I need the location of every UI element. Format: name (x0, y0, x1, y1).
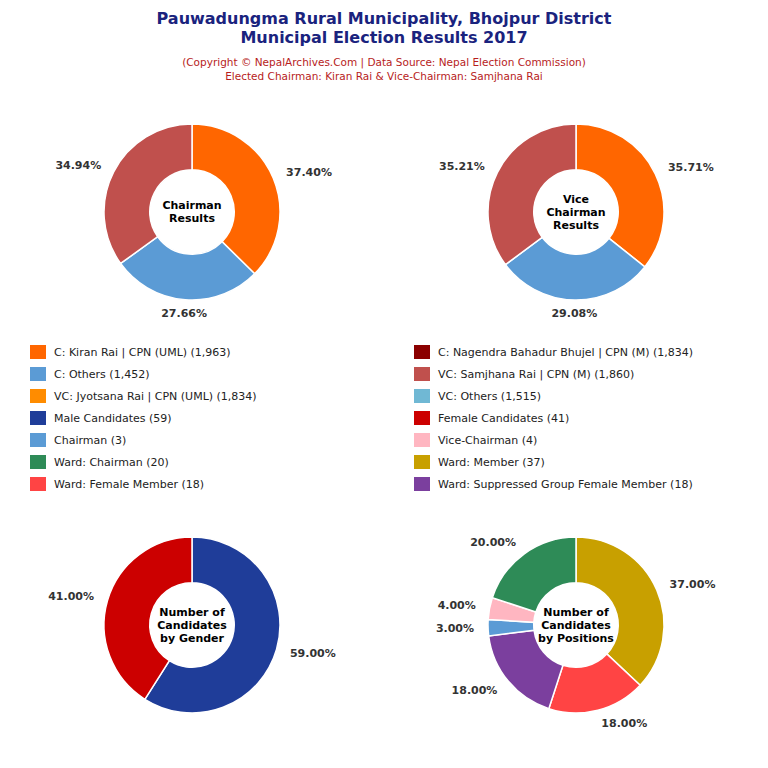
data-label: 35.71% (668, 161, 714, 174)
legend-swatch (414, 411, 430, 425)
data-label: 37.00% (670, 578, 716, 591)
legend-swatch (414, 367, 430, 381)
legend-swatch (30, 433, 46, 447)
legend-swatch (414, 389, 430, 403)
chart: Pauwadungma Rural Municipality, Bhojpur … (0, 0, 768, 768)
legend-swatch (414, 455, 430, 469)
legend-swatch (30, 345, 46, 359)
legend-label: Ward: Suppressed Group Female Member (18… (438, 478, 693, 491)
data-label: 29.08% (551, 307, 597, 320)
legend-label: VC: Jyotsana Rai | CPN (UML) (1,834) (54, 390, 257, 403)
legend-swatch (30, 455, 46, 469)
subtitle: (Copyright © NepalArchives.Com | Data So… (182, 56, 586, 69)
legend-label: C: Kiran Rai | CPN (UML) (1,963) (54, 346, 231, 359)
data-label: 41.00% (48, 590, 94, 603)
data-label: 4.00% (438, 599, 476, 612)
title: Pauwadungma Rural Municipality, Bhojpur … (157, 9, 612, 28)
legend-swatch (30, 367, 46, 381)
donut-title: Candidates (157, 619, 227, 632)
donut-title: Results (553, 219, 599, 232)
legend-label: Male Candidates (59) (54, 412, 172, 425)
legend-swatch (414, 477, 430, 491)
donut-slice (549, 654, 640, 713)
legend-label: Vice-Chairman (4) (438, 434, 537, 447)
data-label: 18.00% (601, 717, 647, 730)
donut-title: Vice (563, 193, 589, 206)
data-label: 20.00% (470, 536, 516, 549)
data-label: 27.66% (161, 307, 207, 320)
donut-title: Number of (159, 606, 225, 619)
subtitle: Elected Chairman: Kiran Rai & Vice-Chair… (225, 70, 543, 82)
legend-label: VC: Others (1,515) (438, 390, 541, 403)
legend-label: Ward: Member (37) (438, 456, 545, 469)
legend-swatch (30, 389, 46, 403)
legend: C: Kiran Rai | CPN (UML) (1,963) C: Other… (30, 345, 693, 491)
legend-swatch (414, 345, 430, 359)
donut (488, 124, 664, 300)
donut-title: Number of (543, 606, 609, 619)
legend-swatch (414, 433, 430, 447)
donut-title: Results (169, 212, 215, 225)
data-label: 37.40% (286, 166, 332, 179)
donut (104, 537, 280, 713)
legend-label: VC: Samjhana Rai | CPN (M) (1,860) (438, 368, 634, 381)
donut-title: by Gender (160, 632, 225, 645)
data-label: 35.21% (439, 160, 485, 173)
background (0, 0, 768, 768)
donut-slice (104, 124, 192, 263)
donut (488, 537, 664, 713)
donut-title: Candidates (541, 619, 611, 632)
legend-label: Ward: Chairman (20) (54, 456, 169, 469)
donut-slice (576, 124, 664, 267)
donut-title: Chairman (546, 206, 605, 219)
legend-label: Chairman (3) (54, 434, 126, 447)
legend-label: Ward: Female Member (18) (54, 478, 204, 491)
legend-swatch (30, 477, 46, 491)
data-label: 34.94% (55, 159, 101, 172)
donut-title: by Positions (538, 632, 614, 645)
title: Municipal Election Results 2017 (240, 28, 527, 47)
data-label: 59.00% (290, 647, 336, 660)
donut-title: Chairman (162, 199, 221, 212)
legend-label: Female Candidates (41) (438, 412, 569, 425)
data-label: 3.00% (436, 622, 474, 635)
legend-label: C: Nagendra Bahadur Bhujel | CPN (M) (1,… (438, 346, 693, 359)
legend-label: C: Others (1,452) (54, 368, 149, 381)
donut (104, 124, 280, 300)
data-label: 18.00% (452, 684, 498, 697)
legend-swatch (30, 411, 46, 425)
